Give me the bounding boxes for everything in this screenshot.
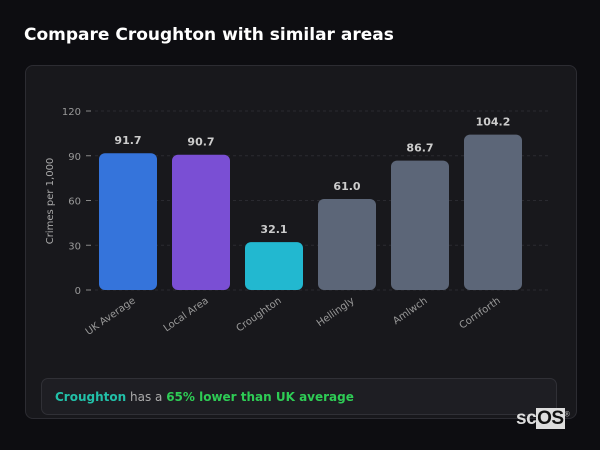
x-tick-label: Amlwch xyxy=(391,295,430,327)
bar[interactable] xyxy=(464,134,522,290)
x-tick-label: Hellingly xyxy=(315,295,357,329)
bar[interactable] xyxy=(172,154,230,290)
data-label: 86.7 xyxy=(406,142,433,155)
page-title: Compare Croughton with similar areas xyxy=(24,25,394,45)
y-tick-label: 0 xyxy=(75,286,81,297)
x-tick-label: Local Area xyxy=(162,295,211,334)
y-tick-label: 60 xyxy=(68,197,81,208)
x-tick-label: Croughton xyxy=(234,295,283,334)
y-tick-label: 120 xyxy=(62,107,81,118)
data-label: 90.7 xyxy=(187,136,214,149)
data-label: 61.0 xyxy=(333,180,360,193)
summary-place: Croughton xyxy=(55,390,127,404)
bar[interactable] xyxy=(391,160,449,290)
summary-box: Croughton has a 65% lower than UK averag… xyxy=(41,378,557,415)
y-tick-label: 30 xyxy=(68,241,81,252)
data-label: 32.1 xyxy=(260,223,287,236)
y-tick-label: 90 xyxy=(68,152,81,163)
scos-logo: scOS® xyxy=(516,408,570,429)
bar[interactable] xyxy=(318,199,376,290)
bar[interactable] xyxy=(99,153,157,290)
data-label: 91.7 xyxy=(114,134,141,147)
y-axis-label: Crimes per 1,000 xyxy=(45,158,56,245)
x-tick-label: Cornforth xyxy=(458,295,503,331)
bar[interactable] xyxy=(245,242,303,290)
x-tick-label: UK Average xyxy=(84,295,138,337)
summary-text: has a xyxy=(126,390,167,404)
data-label: 104.2 xyxy=(476,116,511,129)
summary-highlight: 65% lower than UK average xyxy=(166,390,354,404)
